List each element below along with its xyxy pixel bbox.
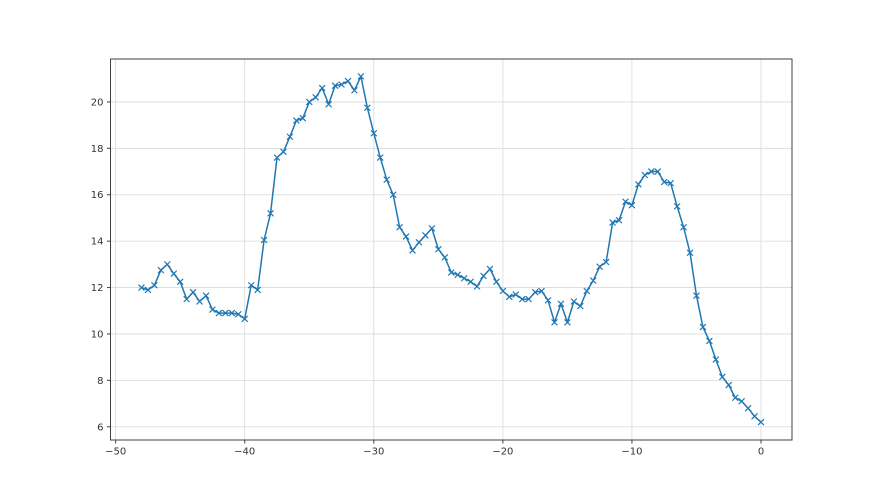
x-tick-label: −20 <box>492 447 513 458</box>
data-point-markers <box>138 73 765 426</box>
x-tick-label: 0 <box>758 447 764 458</box>
y-tick-label: 14 <box>91 237 104 248</box>
y-tick-label: 8 <box>97 376 103 387</box>
x-tick-label: −10 <box>621 447 642 458</box>
x-tick-label: −30 <box>363 447 384 458</box>
y-tick-label: 6 <box>97 422 103 433</box>
y-tick-label: 10 <box>91 329 104 340</box>
y-tick-label: 18 <box>91 144 104 155</box>
y-tick-label: 12 <box>91 283 104 294</box>
x-tick-label: −50 <box>105 447 126 458</box>
data-line <box>141 75 762 423</box>
x-tick-label: −40 <box>234 447 255 458</box>
y-tick-label: 20 <box>91 97 104 108</box>
y-tick-label: 16 <box>91 190 104 201</box>
plot-border <box>110 58 793 441</box>
